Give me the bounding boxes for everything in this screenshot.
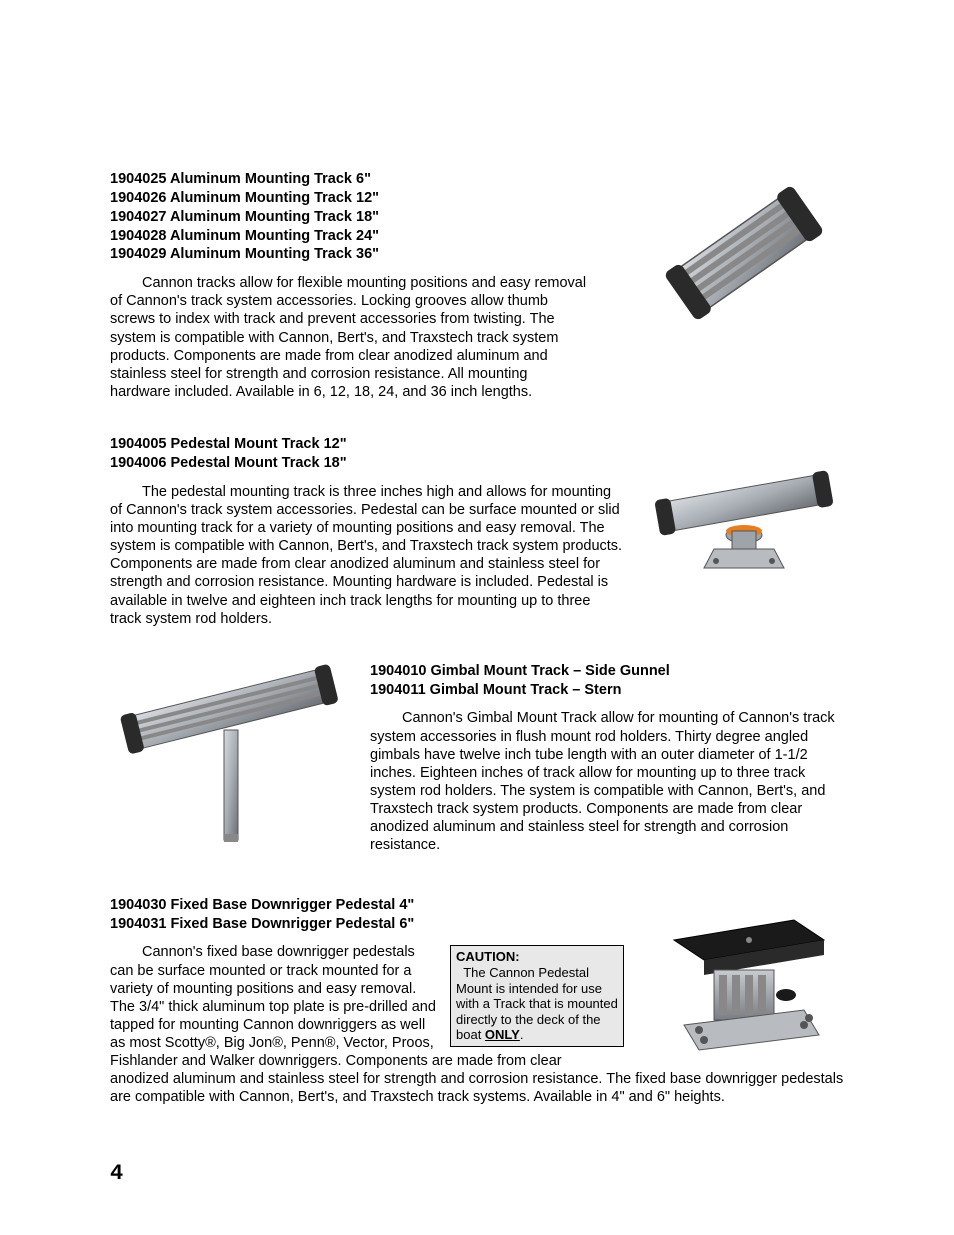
gimbal-illustration-icon (110, 662, 350, 862)
heading-list: 1904010 Gimbal Mount Track – Side Gunnel… (370, 662, 844, 700)
body-paragraph: Cannon's Gimbal Mount Track allow for mo… (370, 709, 844, 854)
body-paragraph: Cannon tracks allow for flexible mountin… (110, 274, 590, 401)
section-gimbal-track: 1904010 Gimbal Mount Track – Side Gunnel… (110, 662, 844, 862)
product-image-pedestal-track (644, 453, 844, 593)
fixed-base-illustration-icon (644, 900, 844, 1070)
heading-line: 1904011 Gimbal Mount Track – Stern (370, 681, 844, 700)
heading-line: 1904010 Gimbal Mount Track – Side Gunnel (370, 662, 844, 681)
page-number: 4 (110, 1160, 123, 1188)
section-pedestal-track: 1904005 Pedestal Mount Track 12" 1904006… (110, 435, 844, 628)
heading-line: 1904005 Pedestal Mount Track 12" (110, 435, 844, 454)
section-aluminum-track: 1904025 Aluminum Mounting Track 6" 19040… (110, 170, 844, 401)
track-illustration-icon (644, 178, 844, 328)
product-image-gimbal-track (110, 662, 350, 862)
product-image-fixed-base (644, 900, 844, 1070)
pedestal-illustration-icon (644, 453, 844, 593)
caution-title: CAUTION: (456, 949, 520, 964)
product-image-aluminum-track (644, 178, 844, 328)
caution-text: The Cannon Pedestal Mount is intended fo… (456, 965, 618, 1042)
section-fixed-base: 1904030 Fixed Base Downrigger Pedestal 4… (110, 896, 844, 1107)
caution-callout: CAUTION: The Cannon Pedestal Mount is in… (450, 945, 624, 1047)
